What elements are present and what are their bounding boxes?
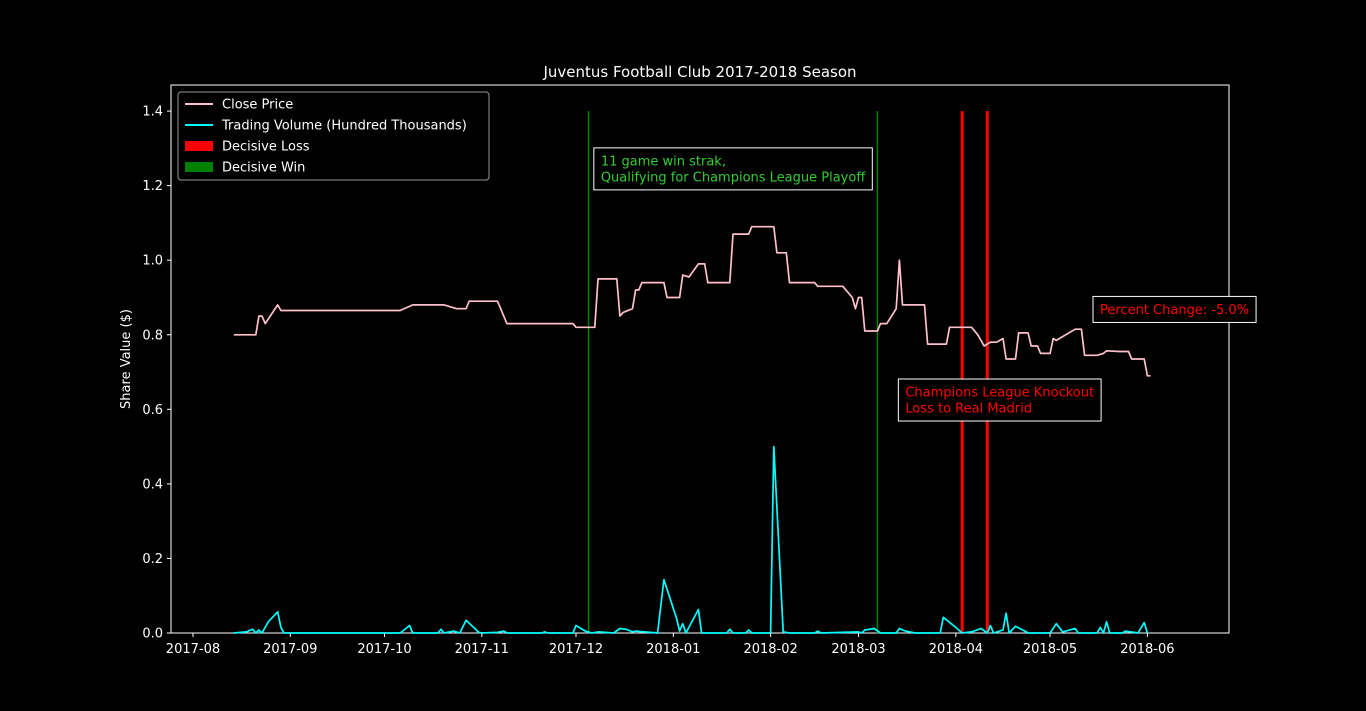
y-tick-label: 0.6 — [142, 403, 163, 418]
close-price-line — [233, 225, 1151, 377]
annotation-text: Qualifying for Champions League Playoff — [601, 170, 867, 185]
y-tick-label: 1.0 — [142, 254, 163, 269]
annotation-text: Percent Change: -5.0% — [1100, 303, 1249, 318]
legend-label: Close Price — [222, 98, 293, 113]
legend-label: Decisive Loss — [222, 140, 310, 155]
y-tick-label: 0.4 — [142, 477, 163, 492]
y-tick-label: 0.0 — [142, 627, 163, 642]
legend-label: Decisive Win — [222, 161, 305, 176]
legend-patch-swatch — [185, 141, 213, 151]
x-tick-label: 2018-03 — [831, 642, 885, 657]
plot-frame — [170, 84, 1230, 634]
annotation-box: Percent Change: -5.0% — [1092, 295, 1257, 323]
x-tick-label: 2017-08 — [166, 642, 220, 657]
x-tick-label: 2018-04 — [929, 642, 983, 657]
annotation-text: Loss to Real Madrid — [905, 402, 1032, 417]
x-tick-label: 2018-02 — [743, 642, 797, 657]
trading-volume-line — [233, 445, 1149, 634]
annotation-text: Champions League Knockout — [905, 386, 1094, 401]
annotation-text: 11 game win strak, — [601, 154, 726, 169]
legend: Close Price Trading Volume (Hundred Thous… — [177, 91, 490, 181]
y-tick-label: 0.8 — [142, 328, 163, 343]
x-tick-label: 2017-10 — [357, 642, 411, 657]
x-tick-label: 2018-06 — [1120, 642, 1174, 657]
legend-patch-swatch — [185, 162, 213, 172]
y-tick-label: 0.2 — [142, 552, 163, 567]
x-tick-label: 2017-12 — [549, 642, 603, 657]
annotation-frame — [897, 378, 1102, 422]
annotation-frame — [1092, 295, 1257, 323]
x-tick-label: 2018-01 — [646, 642, 700, 657]
x-tick-label: 2017-11 — [455, 642, 509, 657]
annotation-frame — [593, 147, 873, 191]
y-tick-label: 1.2 — [142, 179, 163, 194]
legend-label: Trading Volume (Hundred Thousands) — [221, 119, 467, 134]
legend-box — [177, 91, 490, 181]
y-tick-label: 1.4 — [142, 105, 163, 120]
chart-title: Juventus Football Club 2017-2018 Season — [542, 63, 856, 81]
x-tick-label: 2017-09 — [263, 642, 317, 657]
x-tick-label: 2018-05 — [1023, 642, 1077, 657]
y-axis-label: Share Value ($) — [119, 309, 134, 409]
annotation-box: 11 game win strak,Qualifying for Champio… — [593, 147, 873, 191]
